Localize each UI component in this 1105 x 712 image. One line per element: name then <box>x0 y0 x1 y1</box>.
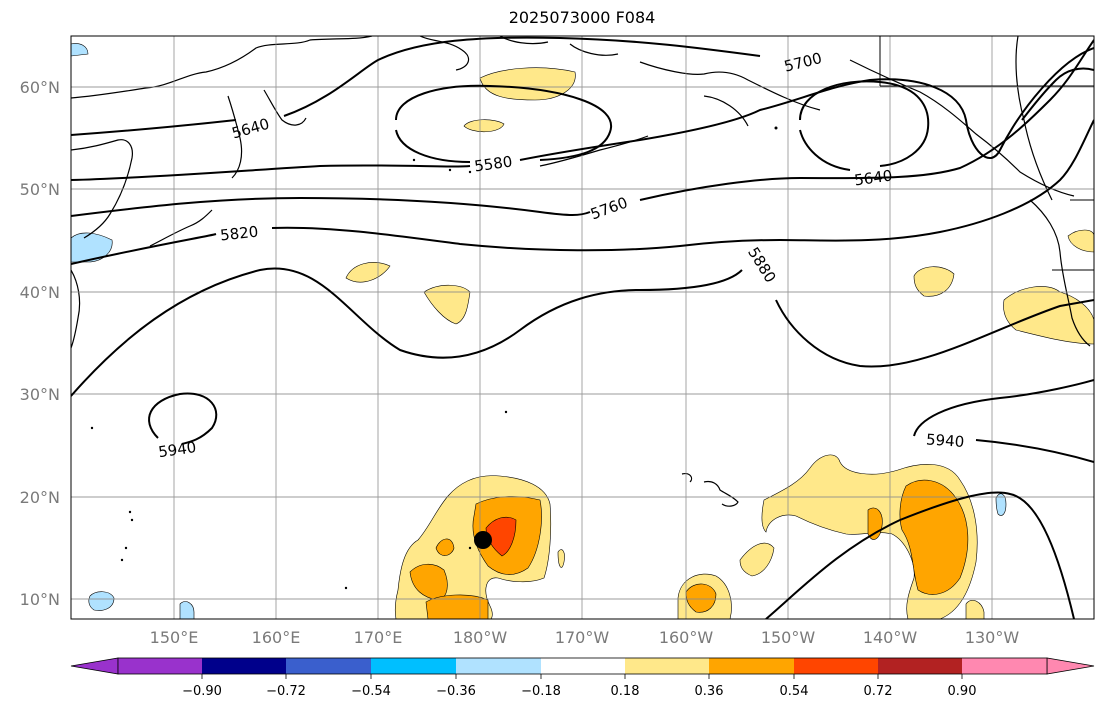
coastlines <box>71 36 1091 507</box>
colorbar-bin <box>625 658 709 674</box>
colorbar-tick-label: 0.18 <box>611 684 640 699</box>
colorbar-tick-label: 0.90 <box>948 684 977 699</box>
colorbar-tick-label: −0.18 <box>521 684 561 699</box>
colorbar-tick-label: 0.54 <box>780 684 809 699</box>
colorbar-tick-label: −0.90 <box>182 684 222 699</box>
colorbar-tick-label: −0.54 <box>351 684 391 699</box>
colorbar-bin <box>202 658 286 674</box>
colorbar-extend-max <box>1046 657 1095 675</box>
lon-label-150w: 150°W <box>761 628 816 647</box>
colorbar-bin <box>371 658 456 674</box>
colorbar-tick-label: −0.36 <box>436 684 476 699</box>
lon-label-160w: 160°W <box>659 628 714 647</box>
storm-center-marker <box>474 531 492 549</box>
colorbar-bin <box>962 658 1047 674</box>
contour-label-5820: 5820 <box>219 223 259 245</box>
height-contours <box>71 36 1094 619</box>
anomaly-shading <box>345 67 1094 619</box>
lat-label-10n: 10°N <box>20 590 60 609</box>
latitude-labels: 60°N 50°N 40°N 30°N 20°N 10°N <box>20 78 60 609</box>
map-title: 2025073000 F084 <box>508 8 656 27</box>
contour-label-5940-east: 5940 <box>926 430 965 451</box>
political-borders <box>879 36 1094 271</box>
contour-label-5580: 5580 <box>473 152 513 175</box>
lon-label-130w: 130°W <box>965 628 1020 647</box>
map-frame <box>70 35 1095 620</box>
colorbar-bin <box>794 658 878 674</box>
colorbar-bin <box>709 658 794 674</box>
contour-label-5940-west: 5940 <box>157 438 197 461</box>
gridlines <box>71 36 1094 619</box>
lon-label-170w: 170°W <box>555 628 610 647</box>
lat-label-60n: 60°N <box>20 78 60 97</box>
longitude-labels: 150°E 160°E 170°E 180°W 170°W 160°W 150°… <box>150 628 1020 647</box>
colorbar-bin <box>541 658 625 674</box>
colorbar-tick-label: 0.36 <box>695 684 724 699</box>
contour-label-5640-east: 5640 <box>853 166 893 189</box>
colorbar-bin <box>286 658 371 674</box>
lat-label-30n: 30°N <box>20 385 60 404</box>
lon-label-180w: 180°W <box>453 628 508 647</box>
negative-anomaly-patches <box>71 43 1007 619</box>
colorbar-extend-min <box>70 657 119 675</box>
colorbar-tick-label: 0.72 <box>864 684 893 699</box>
colorbar-bin <box>118 658 202 674</box>
colorbar-bin <box>878 658 962 674</box>
lat-label-20n: 20°N <box>20 488 60 507</box>
lat-label-50n: 50°N <box>20 180 60 199</box>
lon-label-160e: 160°E <box>252 628 301 647</box>
colorbar-bin <box>456 658 541 674</box>
islands <box>90 126 778 590</box>
colorbar-tick-label: −0.72 <box>266 684 306 699</box>
lat-label-40n: 40°N <box>20 283 60 302</box>
lon-label-170e: 170°E <box>354 628 403 647</box>
contour-labels: 5700 5640 5580 5640 5760 5820 5880 5940 … <box>157 49 965 461</box>
lon-label-140w: 140°W <box>863 628 918 647</box>
colorbar: −0.90 −0.72 −0.54 −0.36 −0.18 0.18 0.36 0.54 0.7… <box>70 657 1095 699</box>
lon-label-150e: 150°E <box>150 628 199 647</box>
